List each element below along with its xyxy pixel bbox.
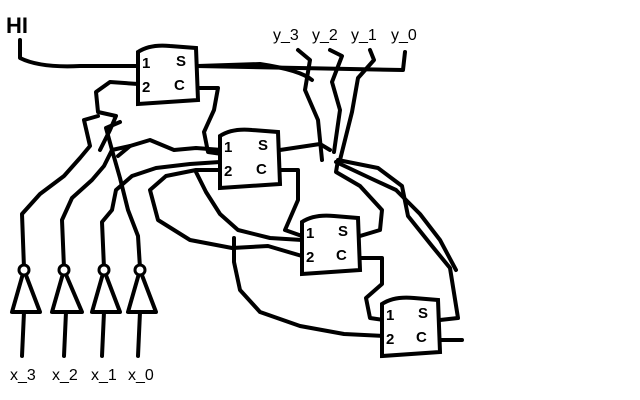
block4-pin-s: S	[418, 305, 428, 322]
block2-pin-c: C	[256, 161, 267, 178]
adder-block-1: 1 S 2 C	[136, 43, 201, 107]
output-label-y1: y_1	[351, 27, 377, 44]
inverter-gate-x0	[126, 263, 158, 358]
output-label-y3: y_3	[273, 27, 299, 44]
output-wires	[194, 48, 407, 162]
gate-wires	[20, 114, 222, 270]
block4-pin-2: 2	[386, 331, 394, 348]
block4-pin-1: 1	[386, 307, 394, 324]
block2-pin-2: 2	[224, 163, 232, 180]
inverter-gate-x3	[10, 263, 42, 358]
output-label-y0: y_0	[391, 27, 417, 44]
inverter-gate-x1	[90, 263, 122, 358]
adder-block-3: 1 S 2 C	[300, 213, 363, 277]
block1-pin-2: 2	[142, 79, 150, 96]
block3-pin-c: C	[336, 247, 347, 264]
block3-pin-1: 1	[306, 225, 314, 242]
input-label-x1: x_1	[91, 367, 117, 384]
block3-pin-s: S	[338, 223, 348, 240]
adder-block-2: 1 S 2 C	[218, 127, 283, 191]
hi-label: HI	[6, 13, 28, 38]
block1-pin-s: S	[176, 53, 186, 70]
block1-pin-1: 1	[142, 55, 150, 72]
block2-pin-1: 1	[224, 139, 232, 156]
input-label-x2: x_2	[52, 367, 78, 384]
block2-pin-s: S	[258, 137, 268, 154]
adder-block-4: 1 S 2 C	[380, 295, 443, 359]
block1-pin-c: C	[174, 77, 185, 94]
input-label-x0: x_0	[128, 367, 154, 384]
interconnect-wires	[94, 62, 464, 342]
output-label-y2: y_2	[312, 27, 338, 44]
inverter-gate-x2	[50, 263, 84, 358]
block4-pin-c: C	[416, 329, 427, 346]
block3-pin-2: 2	[306, 249, 314, 266]
hi-wire	[18, 38, 140, 69]
input-label-x3: x_3	[10, 367, 36, 384]
